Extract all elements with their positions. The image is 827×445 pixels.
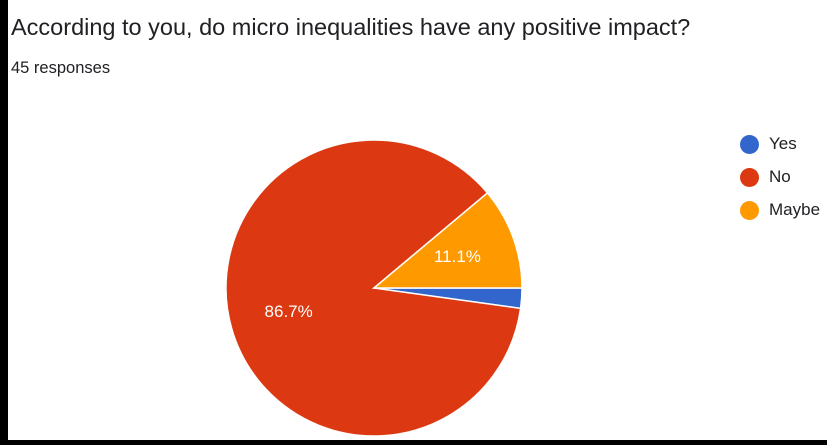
- pie-chart: 86.7% 11.1%: [225, 139, 523, 437]
- pie-slice-maybe[interactable]: [371, 191, 523, 289]
- legend-label-maybe: Maybe: [769, 200, 821, 219]
- legend-swatch-maybe: [740, 200, 759, 220]
- chart-card: According to you, do micro inequalities …: [8, 0, 827, 440]
- legend-item-yes[interactable]: Yes: [740, 133, 820, 155]
- legend-item-maybe[interactable]: Maybe: [740, 199, 820, 221]
- legend-swatch-yes: [740, 134, 759, 154]
- response-count: 45 responses: [11, 59, 111, 77]
- legend-label-no: No: [769, 167, 791, 186]
- legend-label-yes: Yes: [769, 134, 797, 153]
- data-label-maybe: 11.1%: [434, 247, 481, 266]
- data-label-no: 86.7%: [265, 302, 313, 321]
- legend-item-no[interactable]: No: [740, 166, 820, 188]
- question-title: According to you, do micro inequalities …: [11, 14, 691, 40]
- legend-swatch-no: [740, 167, 759, 187]
- legend: Yes No Maybe: [740, 133, 820, 232]
